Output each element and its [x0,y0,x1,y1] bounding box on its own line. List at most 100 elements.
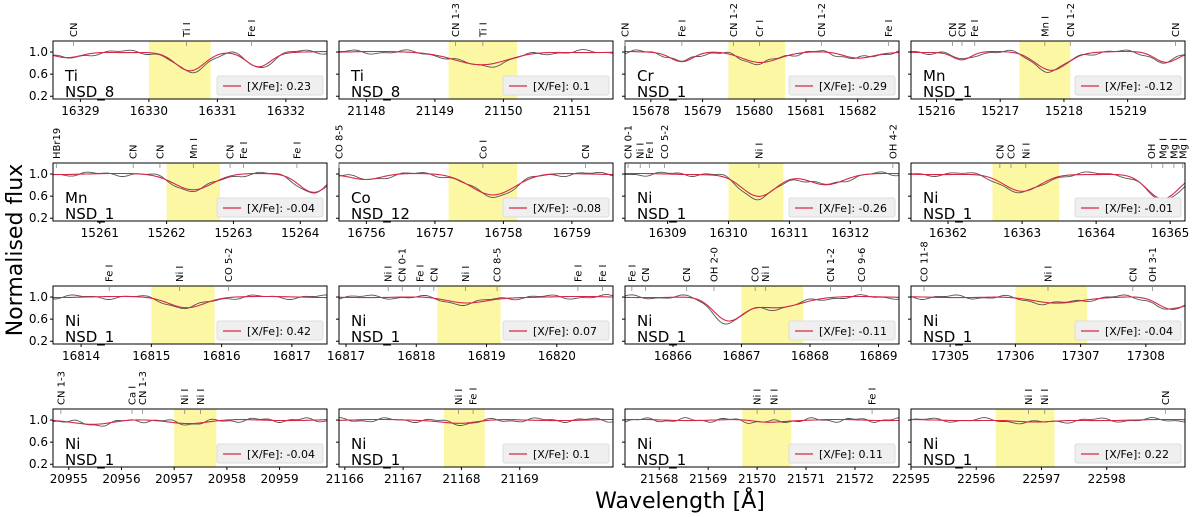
x-tick-label: 16331 [198,104,236,118]
legend-box [502,75,610,96]
line-marker-label: Ni I [175,266,186,282]
x-tick-label: 21168 [442,472,480,486]
x-tick-label: 17305 [931,349,969,363]
model-spectrum-line [52,50,328,72]
element-label: Ni [923,435,938,453]
line-marker-label: Mg I [1158,138,1169,159]
line-marker-label: CN 1-2 [1066,3,1077,37]
line-marker-label: CO 9-6 [857,248,868,282]
x-tick-label: 16310 [709,226,747,240]
legend-box [502,320,610,341]
legend-box [788,320,896,341]
x-tick-label: 16868 [791,349,829,363]
legend-label: [X/Fe]: 0.1 [533,80,590,93]
element-label: Ni [923,189,938,207]
x-tick-label: 16309 [649,226,687,240]
panel-frame [910,408,1186,468]
legend-label: [X/Fe]: -0.01 [1105,202,1173,215]
line-marker-label: Mg I [1178,138,1189,159]
line-marker-label: CN 1-3 [451,3,462,37]
element-label: Ti [64,67,78,85]
line-marker-label: CO 5-2 [660,125,671,159]
legend-box [788,75,896,96]
fit-window-highlight [148,41,211,99]
panel-frame [52,408,328,468]
line-marker-label: CN [641,268,652,282]
element-label: Ni [923,312,938,330]
x-tick-label: 16866 [654,349,692,363]
spectrum-panel-15: 21568 21569 21570 21571 21572 Ni I Ni I Fe I NiN… [622,388,900,486]
panel-frame [52,162,328,222]
y-axis-title: Normalised flux [3,164,28,337]
observed-spectrum-line [624,171,900,201]
fit-window-highlight [174,409,217,467]
line-marker-label: Fe I [627,265,638,283]
line-marker-label: CN [429,268,440,282]
field-label: NSD_8 [65,83,114,102]
spectrum-panel-12: 17305 17306 17307 17308 CO 11-8 Ni I CN OH 3-1 N… [908,241,1186,363]
element-label: Ni [637,189,652,207]
legend-box [502,443,610,464]
x-tick-label: 22597 [1022,472,1060,486]
line-marker-label: Fe I [573,265,584,283]
line-marker-label: CN [69,23,80,37]
x-tick-label: 21570 [738,472,776,486]
panel-frame [52,40,328,100]
field-label: NSD_1 [637,451,686,470]
x-tick-label: 16757 [416,226,454,240]
line-marker-label: Fe I [469,388,480,406]
line-marker-label: CN [948,23,959,37]
panel-frame [624,285,900,345]
x-tick-label: 16814 [62,349,100,363]
line-marker-label: Fe I [677,20,688,38]
legend-label: [X/Fe]: 0.1 [533,448,590,461]
legend-label: [X/Fe]: -0.11 [819,325,887,338]
y-tick-label: 0.6 [29,67,48,81]
x-tick-label: 16311 [770,226,808,240]
observed-spectrum-line [52,417,328,427]
x-tick-label: 17306 [996,349,1034,363]
legend-label: [X/Fe]: 0.07 [533,325,597,338]
x-tick-label: 21169 [501,472,539,486]
model-spectrum-line [338,173,613,196]
line-marker-label: Fe I [884,20,895,38]
x-tick-label: 20958 [208,472,246,486]
model-spectrum-line [625,418,900,423]
line-marker-label: Ti I [478,22,489,38]
x-tick-label: 15678 [632,104,670,118]
line-marker-label: Fe I [105,265,116,283]
line-marker-label: CN 1-3 [56,371,67,405]
field-label: NSD_1 [637,328,686,347]
x-tick-label: 22596 [957,472,995,486]
x-tick-label: 16867 [722,349,760,363]
x-tick-label: 16363 [1003,226,1041,240]
panel-frame [338,40,614,100]
element-label: Co [351,189,371,207]
model-spectrum-line [625,50,900,64]
panel-grid: 1.0 0.6 0.2 16329 16330 16331 16332 CN Ti I Fe I T… [29,3,1189,486]
line-marker-label: Cr I [755,20,766,37]
line-marker-label: CN 1-2 [729,3,740,37]
element-label: Ni [637,435,652,453]
y-tick-label: 1.0 [29,413,48,427]
legend-box [1074,443,1182,464]
x-tick-label: 20957 [155,472,193,486]
line-marker-label: CN 1-2 [817,3,828,37]
panel-frame [910,40,1186,100]
line-marker-label: HBr19 [52,128,63,159]
x-tick-label: 22595 [892,472,930,486]
fit-window-highlight [1019,41,1071,99]
line-marker-label: Ni I [754,143,765,159]
model-spectrum-line [53,295,327,309]
x-tick-label: 21166 [326,472,364,486]
observed-spectrum-line [910,294,1186,310]
fit-window-highlight [151,286,215,344]
model-spectrum-line [910,50,1186,71]
element-label: Ni [637,312,652,330]
panel-frame [910,162,1186,222]
model-spectrum-line [910,173,1186,200]
line-marker-label: CO 8-5 [335,125,346,159]
